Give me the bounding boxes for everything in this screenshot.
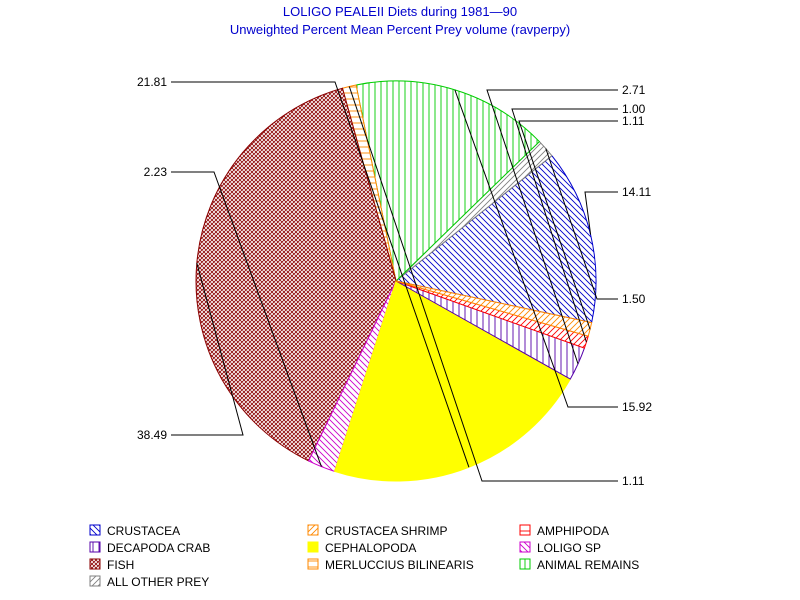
leader-line-merluccius-bilinearis — [348, 86, 618, 482]
legend-item-crustacea: CRUSTACEA — [89, 524, 180, 538]
legend-label: CRUSTACEA SHRIMP — [325, 524, 447, 538]
legend-swatch — [307, 524, 319, 536]
slice-label-amphipoda: 1.00 — [622, 102, 646, 116]
slice-label-crustacea: 14.11 — [622, 185, 651, 199]
legend-item-all-other-prey: ALL OTHER PREY — [89, 575, 209, 589]
slice-label-cephalopoda: 21.81 — [137, 75, 167, 89]
leader-line-cephalopoda — [171, 81, 470, 468]
legend-swatch — [519, 558, 531, 570]
legend: CRUSTACEA CRUSTACEA SHRIMP AMPHIPODA DECAPO… — [89, 524, 639, 589]
legend-item-animal-remains: ANIMAL REMAINS — [519, 558, 639, 572]
legend-item-loligo-sp: LOLIGO SP — [519, 541, 601, 555]
legend-item-fish: FISH — [89, 558, 134, 572]
legend-label: CEPHALOPODA — [325, 541, 416, 555]
legend-label: ANIMAL REMAINS — [537, 558, 639, 572]
pie-slice-crustacea — [394, 154, 597, 324]
leader-line-amphipoda — [511, 108, 618, 343]
legend-label: ALL OTHER PREY — [107, 575, 209, 589]
legend-swatch — [519, 524, 531, 536]
legend-item-merluccius-bilinearis: MERLUCCIUS BILINEARIS — [307, 558, 474, 572]
legend-label: MERLUCCIUS BILINEARIS — [325, 558, 474, 572]
leader-line-fish — [171, 262, 244, 436]
leader-line-decapoda-crab — [486, 89, 618, 365]
pie-slice-cephalopoda — [333, 280, 572, 482]
legend-swatch — [307, 541, 319, 553]
legend-swatch — [89, 575, 101, 587]
legend-label: DECAPODA CRAB — [107, 541, 210, 555]
leader-line-animal-remains — [454, 89, 618, 408]
legend-swatch — [89, 558, 101, 570]
slice-label-merluccius-bilinearis: 1.11 — [622, 474, 645, 488]
slice-label-fish: 38.49 — [137, 428, 167, 442]
legend-label: CRUSTACEA — [107, 524, 180, 538]
legend-swatch — [519, 541, 531, 553]
legend-item-cephalopoda: CEPHALOPODA — [307, 541, 416, 555]
leader-line-loligo-sp — [171, 171, 322, 467]
legend-item-crustacea-shrimp: CRUSTACEA SHRIMP — [307, 524, 447, 538]
legend-item-amphipoda: AMPHIPODA — [519, 524, 609, 538]
slice-label-all-other-prey: 1.50 — [622, 292, 646, 306]
leader-line-crustacea-shrimp — [518, 120, 618, 330]
slice-label-animal-remains: 15.92 — [622, 400, 652, 414]
chart-subtitle: Unweighted Percent Mean Percent Prey vol… — [229, 22, 571, 37]
legend-swatch — [307, 558, 319, 570]
chart-title: LOLIGO PEALEII Diets during 1981—90 — [282, 4, 518, 19]
leader-line-crustacea — [584, 191, 618, 235]
slice-label-loligo-sp: 2.23 — [144, 165, 168, 179]
legend-swatch — [89, 524, 101, 536]
legend-label: FISH — [107, 558, 134, 572]
legend-label: LOLIGO SP — [537, 541, 601, 555]
labels-layer: 14.11 1.50 15.92 1.11 38.49 2.23 21.81 2.71 1.00… — [137, 75, 652, 488]
leader-line-all-other-prey — [545, 148, 618, 300]
legend-label: AMPHIPODA — [537, 524, 609, 538]
slices-layer — [195, 80, 597, 482]
leaders-layer — [171, 81, 618, 482]
pie-slice-fish — [195, 87, 397, 462]
slice-label-decapoda-crab: 2.71 — [622, 83, 646, 97]
slice-label-crustacea-shrimp: 1.11 — [622, 114, 645, 128]
legend-item-decapoda-crab: DECAPODA CRAB — [89, 541, 210, 555]
legend-swatch — [89, 541, 101, 553]
